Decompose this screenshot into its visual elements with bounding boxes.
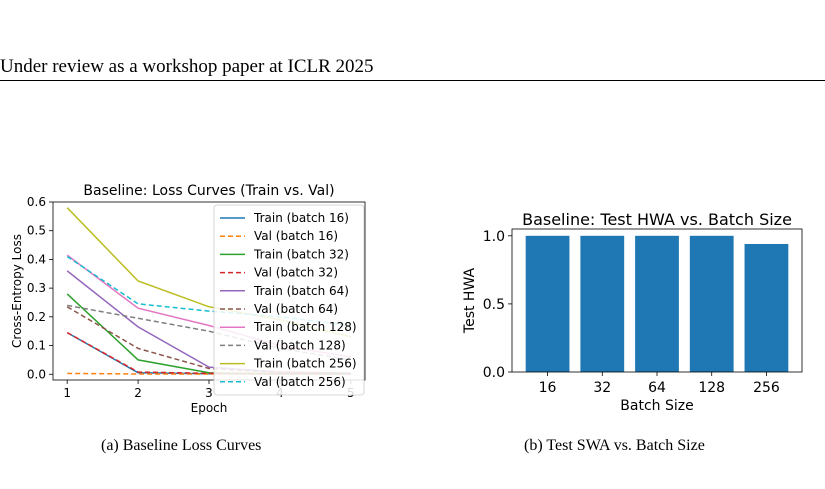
y-tick-label: 0.5 <box>27 224 46 238</box>
x-tick-label: 64 <box>648 380 666 396</box>
hwa-bar-chart: Baseline: Test HWA vs. Batch Size 16 32 64 1… <box>462 210 803 414</box>
legend-label-4: Val (batch 32) <box>254 266 338 280</box>
figure-b-hwa-bars: Baseline: Test HWA vs. Batch Size 16 32 64 1… <box>455 205 820 417</box>
chart-a-xlabel: Epoch <box>191 401 228 415</box>
legend-label-5: Train (batch 64) <box>253 284 349 298</box>
x-tick-label: 3 <box>205 386 213 400</box>
legend-label-2: Val (batch 16) <box>254 229 338 243</box>
y-tick-label: 0.3 <box>27 281 46 295</box>
chart-b-title: Baseline: Test HWA vs. Batch Size <box>522 210 792 229</box>
x-tick-label: 256 <box>753 380 780 396</box>
legend-label-6: Val (batch 64) <box>254 302 338 316</box>
figure-b-caption: (b) Test SWA vs. Batch Size <box>524 437 705 454</box>
header-rule <box>0 80 825 81</box>
x-tick-label: 2 <box>134 386 142 400</box>
y-tick-label: 0.0 <box>483 365 505 381</box>
legend-box <box>213 204 365 396</box>
series-line-4 <box>66 331 351 375</box>
chart-b-axes-frame <box>511 228 803 373</box>
chart-a-title: Baseline: Loss Curves (Train vs. Val) <box>83 183 334 199</box>
y-tick-label: 0.5 <box>483 297 505 313</box>
chart-b-xlabel: Batch Size <box>620 398 693 414</box>
chart-b-ylabel: Test HWA <box>462 267 478 334</box>
bar-128 <box>689 235 734 372</box>
running-header: Under review as a workshop paper at ICLR… <box>0 56 374 77</box>
bar-16 <box>525 235 570 372</box>
legend-label-3: Train (batch 32) <box>253 247 349 261</box>
y-tick-label: 0.6 <box>27 195 46 209</box>
chart-a-ylabel: Cross-Entropy Loss <box>10 234 24 348</box>
legend-label-8: Val (batch 128) <box>254 338 346 352</box>
legend-label-1: Train (batch 16) <box>253 211 349 225</box>
loss-curves-chart: Baseline: Loss Curves (Train vs. Val) 1 2 3… <box>10 183 366 415</box>
y-tick-label: 0.0 <box>27 367 46 381</box>
x-tick-label: 16 <box>539 380 557 396</box>
legend-label-10: Val (batch 256) <box>254 375 346 389</box>
y-tick-label: 0.4 <box>27 252 46 266</box>
y-tick-label: 0.2 <box>27 310 46 324</box>
chart-a-legend: Train (batch 16) Val (batch 16) Train (bat… <box>213 204 365 396</box>
x-tick-label: 128 <box>698 380 725 396</box>
figure-a-caption: (a) Baseline Loss Curves <box>101 437 262 454</box>
bar-64 <box>635 235 679 372</box>
y-tick-label: 1.0 <box>483 229 505 245</box>
bar-256 <box>744 243 789 372</box>
legend-label-9: Train (batch 256) <box>253 357 357 371</box>
y-tick-label: 0.1 <box>27 339 46 353</box>
x-tick-label: 1 <box>63 386 71 400</box>
bar-32 <box>580 235 625 372</box>
figure-a-loss-curves: Baseline: Loss Curves (Train vs. Val) 1 2 3… <box>0 178 380 420</box>
x-tick-label: 32 <box>593 380 611 396</box>
legend-label-7: Train (batch 128) <box>253 320 357 334</box>
